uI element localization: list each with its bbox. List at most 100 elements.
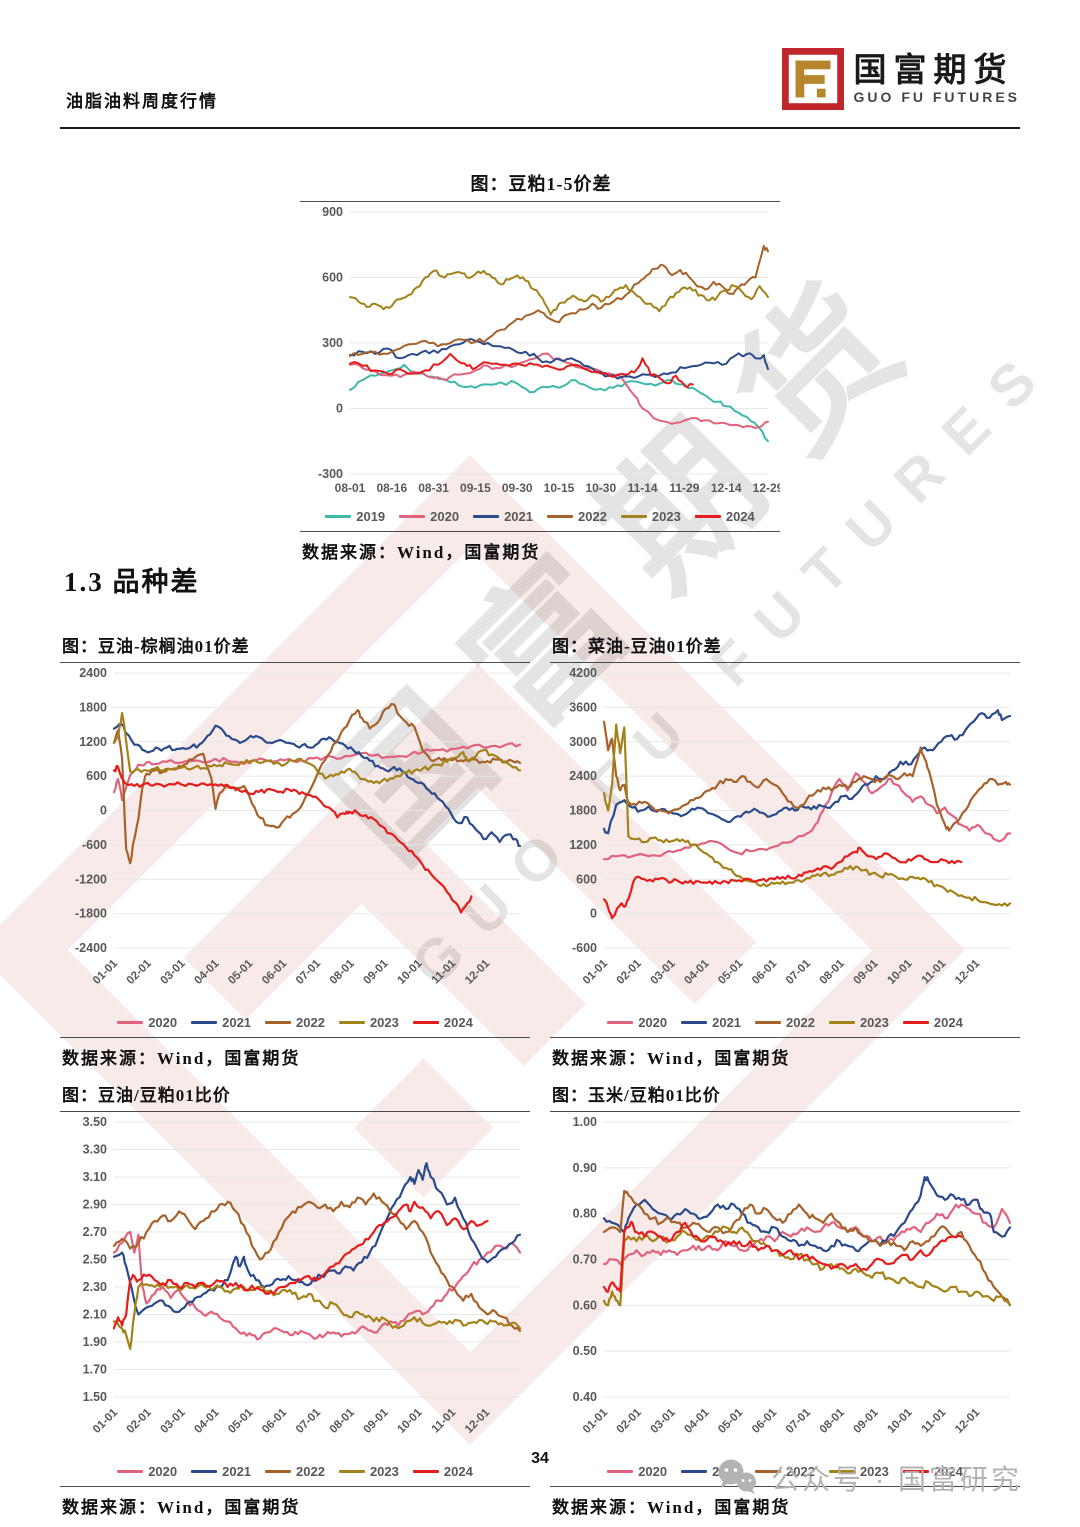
y-axis-tick-label: 3.50 bbox=[83, 1115, 107, 1129]
x-axis-tick-label: 05-01 bbox=[716, 1406, 746, 1436]
legend-swatch bbox=[117, 1470, 144, 1473]
wechat-icon bbox=[718, 1459, 757, 1494]
company-logo: 国富期货 GUO FU FUTURES bbox=[781, 48, 1020, 110]
legend-label: 2022 bbox=[786, 1464, 815, 1479]
y-axis-tick-label: -1800 bbox=[75, 907, 107, 921]
x-axis-tick-label: 12-14 bbox=[711, 481, 742, 495]
series-line-2020 bbox=[112, 1230, 522, 1341]
chart-title: 图：豆油/豆粕01比价 bbox=[60, 1079, 530, 1112]
page-header: 油脂油料周度行情 国富期货 GUO FU FUTURES bbox=[66, 46, 1020, 120]
x-axis-tick-label: 10-01 bbox=[885, 1406, 915, 1436]
legend-swatch bbox=[681, 1470, 708, 1473]
chart-title: 图：豆油-棕榈油01价差 bbox=[60, 630, 530, 663]
series-line-2023 bbox=[349, 269, 769, 316]
x-axis-tick-label: 10-01 bbox=[395, 957, 425, 987]
x-axis-tick-label: 09-30 bbox=[502, 481, 533, 495]
x-axis-tick-label: 12-01 bbox=[463, 957, 493, 987]
chart-block-corn-meal-ratio: 图：玉米/豆粕01比价 1.00 0.90 0.80 0.70 0.60 0.50 0.40… bbox=[550, 1079, 1020, 1518]
legend-item-2024: 2024 bbox=[902, 1015, 963, 1030]
chart-block-rapeoil-soyoil-spread: 图：菜油-豆油01价差 4200 3600 3000 2400 1800 1200 600 0… bbox=[550, 630, 1020, 1069]
legend-item-2020: 2020 bbox=[117, 1015, 177, 1030]
x-axis-tick-label: 10-01 bbox=[885, 957, 915, 987]
series-line-2020 bbox=[602, 772, 1012, 861]
x-axis-tick-label: 12-01 bbox=[953, 957, 983, 987]
legend-swatch bbox=[828, 1470, 855, 1473]
data-source: 数据来源：Wind，国富期货 bbox=[62, 1498, 301, 1517]
legend-swatch bbox=[412, 1470, 439, 1473]
legend-label: 2024 bbox=[933, 1015, 963, 1030]
x-axis-tick-label: 04-01 bbox=[682, 957, 712, 987]
legend-item-2021: 2021 bbox=[191, 1015, 251, 1030]
x-axis-tick-label: 09-01 bbox=[361, 1406, 391, 1436]
x-axis-tick-label: 07-01 bbox=[784, 1406, 814, 1436]
legend-swatch bbox=[338, 1470, 365, 1473]
x-axis-tick-label: 04-01 bbox=[192, 957, 222, 987]
legend-item-2020: 2020 bbox=[607, 1464, 667, 1479]
legend-swatch bbox=[338, 1021, 365, 1024]
series-line-2022 bbox=[602, 720, 1012, 832]
legend-label: 2022 bbox=[786, 1015, 815, 1030]
legend-swatch bbox=[902, 1021, 929, 1024]
y-axis-tick-label: 0.50 bbox=[573, 1344, 597, 1358]
y-axis-tick-label: -1200 bbox=[75, 872, 107, 886]
data-source: 数据来源：Wind，国富期货 bbox=[302, 543, 541, 562]
y-axis-tick-label: 1.00 bbox=[573, 1115, 597, 1129]
y-axis-tick-label: 0.60 bbox=[573, 1298, 597, 1312]
x-axis-tick-label: 01-01 bbox=[581, 957, 611, 987]
y-axis-tick-label: 0.80 bbox=[573, 1207, 597, 1221]
x-axis-tick-label: 04-01 bbox=[192, 1406, 222, 1436]
x-axis-tick-label: 01-01 bbox=[91, 957, 121, 987]
section-heading: 1.3 品种差 bbox=[64, 567, 200, 597]
chart-canvas-rapeoil-soyoil: 4200 3600 3000 2400 1800 1200 600 0 -600 01-01 02-… bbox=[569, 666, 1012, 987]
legend-item-2022: 2022 bbox=[755, 1015, 815, 1030]
legend-label: 2021 bbox=[222, 1015, 252, 1030]
y-axis-tick-label: 0.40 bbox=[573, 1390, 597, 1404]
legend-swatch bbox=[694, 515, 721, 518]
chart-legend: 2020 2021 2022 2023 2024 bbox=[60, 1015, 530, 1030]
legend-swatch bbox=[191, 1470, 218, 1473]
wechat-label: 公众号 · 国富研究 bbox=[771, 1464, 1022, 1495]
y-axis-tick-label: 600 bbox=[86, 769, 107, 783]
series-line-2023 bbox=[112, 712, 522, 785]
y-axis-tick-label: 3600 bbox=[569, 700, 597, 714]
x-axis-tick-label: 12-01 bbox=[953, 1406, 983, 1436]
legend-item-2024: 2024 bbox=[694, 509, 755, 524]
legend-label: 2022 bbox=[296, 1015, 325, 1030]
legend-item-2021: 2021 bbox=[191, 1464, 251, 1479]
legend-label: 2023 bbox=[369, 1464, 399, 1479]
x-axis-tick-label: 08-01 bbox=[335, 481, 366, 495]
logo-name-en: GUO FU FUTURES bbox=[853, 89, 1020, 106]
x-axis-tick-label: 06-01 bbox=[260, 1406, 290, 1436]
header-divider bbox=[60, 127, 1020, 129]
legend-swatch bbox=[473, 515, 500, 518]
y-axis-tick-label: 1.50 bbox=[83, 1390, 107, 1404]
legend-label: 2021 bbox=[504, 509, 533, 524]
legend-swatch bbox=[265, 1021, 292, 1024]
y-axis-tick-label: 3000 bbox=[569, 735, 597, 749]
legend-label: 2020 bbox=[430, 509, 460, 524]
legend-swatch bbox=[547, 515, 573, 518]
wechat-account: 公众号 · 国富研究 bbox=[715, 1458, 1022, 1498]
x-axis-tick-label: 11-01 bbox=[920, 1406, 949, 1435]
series-line-2022 bbox=[349, 244, 769, 358]
y-axis-tick-label: 2.70 bbox=[83, 1225, 107, 1239]
y-axis-tick-label: 1800 bbox=[569, 804, 597, 818]
source-divider bbox=[60, 1037, 530, 1038]
legend-swatch bbox=[755, 1021, 782, 1024]
series-line-2024 bbox=[602, 1220, 963, 1293]
legend-item-2020: 2020 bbox=[117, 1464, 177, 1479]
chart-legend: 2020 2021 2022 2023 2024 bbox=[550, 1015, 1020, 1030]
legend-swatch bbox=[755, 1470, 782, 1473]
data-source: 数据来源：Wind，国富期货 bbox=[62, 1049, 301, 1068]
y-axis-tick-label: 1.90 bbox=[83, 1335, 107, 1349]
legend-swatch bbox=[412, 1021, 439, 1024]
y-axis-tick-label: 300 bbox=[322, 336, 343, 350]
y-axis-tick-label: 0 bbox=[100, 804, 107, 818]
legend-swatch bbox=[265, 1470, 292, 1473]
x-axis-tick-label: 02-01 bbox=[125, 957, 155, 987]
x-axis-tick-label: 11-01 bbox=[430, 957, 459, 986]
series-line-2021 bbox=[602, 1175, 1012, 1253]
y-axis-tick-label: 0 bbox=[336, 402, 343, 416]
series-line-2022 bbox=[602, 1189, 1012, 1307]
